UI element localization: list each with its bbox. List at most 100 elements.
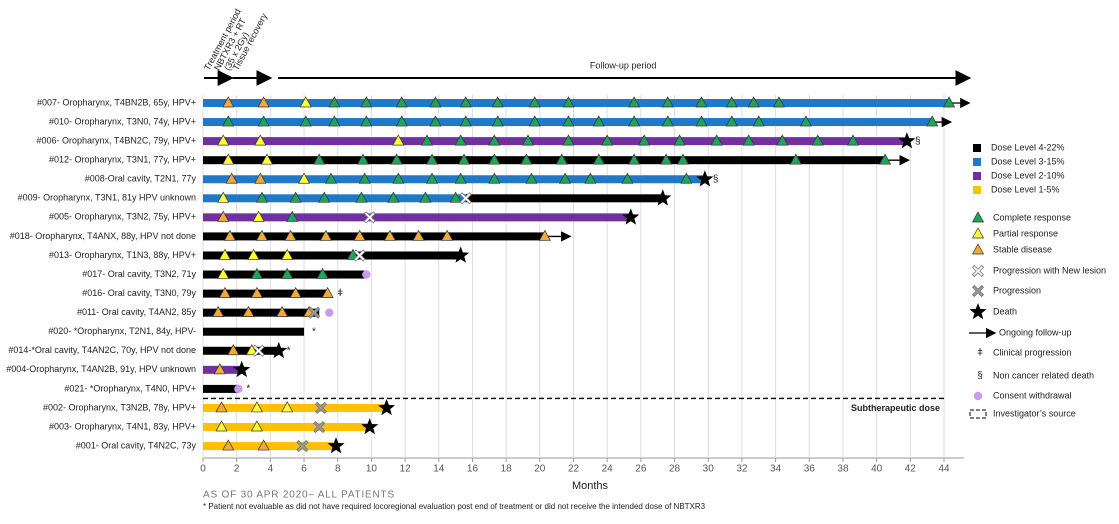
triangle-marker: [395, 115, 408, 127]
triangle-marker: [420, 134, 434, 146]
legend-label: Progression: [993, 285, 1041, 295]
cross-marker: [971, 284, 985, 298]
triangle-marker: [286, 210, 299, 222]
triangle-marker: [638, 134, 651, 146]
legend-label: Clinical progression: [993, 347, 1072, 357]
cross-marker: [308, 306, 321, 319]
row-label: #006- Oropharynx, T4BN2C, 79y, HPV+: [37, 135, 197, 145]
x-tick-label: 26: [635, 464, 647, 475]
death-marker: [270, 341, 288, 359]
legend-label: Dose Level 2-10%: [991, 170, 1065, 180]
triangle-marker: [799, 115, 812, 127]
death-marker: [622, 208, 640, 225]
triangle-marker: [528, 115, 541, 127]
row-label: #010- Oropharynx, T3N0, 74y, HPV+: [49, 116, 196, 126]
triangle-marker: [392, 134, 405, 146]
triangle-marker: [601, 134, 614, 146]
legend-label: Dose Level 1-5%: [991, 184, 1060, 194]
row-label: #009- Oropharynx, T3N1, 81y HPV unknown: [18, 193, 196, 203]
triangle-marker: [680, 172, 693, 184]
bar-segment: [203, 384, 239, 393]
row-label: #002- Oropharynx, T3N2B, 78y, HPV+: [43, 402, 196, 412]
legend-label: Dose Level 3-15%: [991, 156, 1065, 166]
triangle-marker: [661, 96, 674, 108]
death-marker: [969, 303, 987, 320]
triangle-marker: [971, 227, 985, 239]
triangle-marker: [660, 153, 673, 165]
row-label: #003- Oropharynx, T4N1, 83y, HPV+: [49, 421, 196, 431]
triangle-marker: [215, 401, 228, 413]
death-marker: [378, 399, 396, 416]
triangle-marker: [360, 115, 373, 127]
row-note: ǂ: [337, 288, 343, 299]
triangle-marker: [846, 134, 860, 146]
row-label: #001- Oral cavity, T4N2C, 73y: [76, 440, 197, 450]
triangle-marker: [971, 243, 985, 255]
triangle-marker: [395, 96, 408, 108]
row-label: #012- Oropharynx, T3N1, 77y, HPV+: [49, 155, 196, 165]
triangle-marker: [222, 115, 235, 127]
triangle-marker: [316, 267, 329, 279]
x-tick-label: 30: [703, 464, 715, 475]
triangle-marker: [449, 191, 462, 203]
legend-label: Investigator’s source: [993, 408, 1076, 418]
bar-segment: [203, 251, 461, 260]
bar-segment: [203, 442, 337, 451]
triangle-marker: [695, 115, 708, 127]
death-marker: [696, 170, 714, 187]
triangle-marker: [488, 172, 501, 184]
triangle-marker: [289, 286, 302, 298]
triangle-marker: [218, 286, 231, 298]
triangle-marker: [412, 229, 425, 241]
triangle-marker: [223, 229, 237, 241]
triangle-marker: [454, 134, 467, 146]
triangle-marker: [520, 153, 533, 165]
bar-segment: [203, 213, 631, 222]
triangle-marker: [281, 401, 294, 413]
triangle-marker: [254, 172, 267, 184]
triangle-marker: [250, 286, 263, 298]
death-marker: [898, 132, 916, 149]
triangle-marker: [676, 153, 690, 165]
bar-segment: [203, 423, 370, 432]
triangle-marker: [592, 153, 605, 165]
legend-symbol: §: [977, 371, 983, 382]
triangle-marker: [878, 153, 892, 165]
triangle-marker: [355, 191, 368, 203]
x-tick-label: 42: [905, 464, 917, 475]
triangle-marker: [213, 363, 226, 375]
x-tick-label: 6: [301, 464, 307, 475]
cross-marker: [252, 344, 265, 357]
triangle-marker: [742, 134, 755, 146]
triangle-marker: [281, 248, 294, 260]
triangle-marker: [353, 229, 366, 241]
legend-dashed: [969, 409, 987, 419]
x-tick-label: 22: [568, 464, 580, 475]
x-tick-label: 36: [804, 464, 816, 475]
cross-marker: [971, 264, 985, 278]
legend-label: Dose Level 4-22%: [991, 142, 1065, 152]
triangle-marker: [555, 153, 568, 165]
triangle-marker: [222, 439, 235, 451]
cross-marker: [314, 401, 327, 415]
triangle-marker: [324, 172, 338, 184]
cross-marker: [313, 420, 326, 434]
triangle-marker: [289, 191, 302, 203]
triangle-marker: [419, 191, 432, 203]
triangle-marker: [454, 172, 467, 184]
x-tick-label: 8: [335, 464, 341, 475]
withdrawal-marker: [234, 384, 243, 394]
triangle-marker: [584, 172, 597, 184]
triangle-marker: [328, 115, 341, 127]
triangle-marker: [346, 248, 359, 260]
x-tick-label: 12: [400, 464, 412, 475]
triangle-marker: [459, 115, 472, 127]
triangle-marker: [429, 115, 442, 127]
x-tick-label: 40: [871, 464, 883, 475]
triangle-marker: [257, 115, 270, 127]
triangle-marker: [383, 229, 397, 241]
triangle-marker: [225, 172, 238, 184]
bar-segment: [203, 346, 279, 355]
triangle-marker: [217, 191, 230, 203]
row-label: #007- Oropharynx, T4BN2B, 65y, HPV+: [37, 97, 196, 107]
